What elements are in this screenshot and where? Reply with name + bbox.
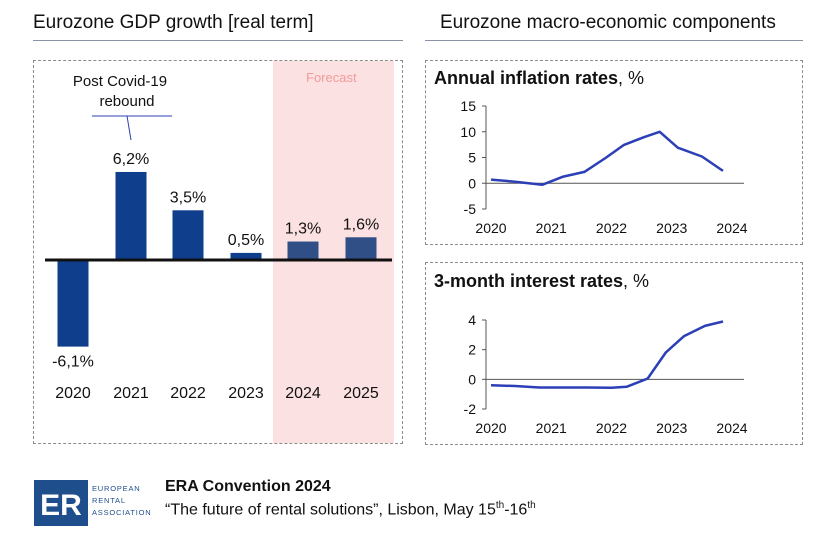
era-logo: ER xyxy=(34,480,88,526)
interest-title-main: 3-month interest rates xyxy=(434,271,624,291)
annotation-line2: rebound xyxy=(99,93,154,110)
inflation-title-main: Annual inflation rates xyxy=(434,68,619,88)
inflation-x-tick-label: 2020 xyxy=(475,220,506,236)
inflation-title: Annual inflation rates, % xyxy=(434,68,644,89)
interest-chart-frame xyxy=(425,262,803,445)
gdp-data-label-2022: 3,5% xyxy=(170,189,206,206)
inflation-y-tick-label: 0 xyxy=(468,175,476,191)
annotation-line1: Post Covid-19 xyxy=(73,73,167,90)
gdp-data-label-2025: 1,6% xyxy=(343,216,379,233)
gdp-section-title: Eurozone GDP growth [real term] xyxy=(33,12,314,33)
interest-title: 3-month interest rates, % xyxy=(434,271,649,292)
logo-word-3: ASSOCIATION xyxy=(92,508,152,517)
interest-x-tick-label: 2021 xyxy=(536,420,567,436)
gdp-category-label-2024: 2024 xyxy=(285,385,321,402)
gdp-data-label-2023: 0,5% xyxy=(228,232,264,249)
inflation-x-tick-label: 2024 xyxy=(716,220,747,236)
gdp-category-label-2022: 2022 xyxy=(170,385,206,402)
interest-x-tick-label: 2022 xyxy=(596,420,627,436)
inflation-x-tick-label: 2022 xyxy=(596,220,627,236)
gdp-data-label-2020: -6,1% xyxy=(52,354,94,371)
gdp-bar-2020 xyxy=(57,260,89,347)
inflation-y-tick-label: 15 xyxy=(460,98,476,114)
inflation-title-unit: , % xyxy=(618,68,645,88)
gdp-category-label-2023: 2023 xyxy=(228,385,264,402)
gdp-chart-frame xyxy=(33,60,403,444)
logo-word-2: RENTAL xyxy=(92,496,126,505)
logo-words: EUROPEAN RENTAL ASSOCIATION xyxy=(92,483,152,519)
gdp-bar-2021 xyxy=(115,171,147,260)
gdp-bar-2025 xyxy=(345,237,377,260)
footer-subtitle-main: “The future of rental solutions”, Lisbon… xyxy=(165,501,496,519)
logo-word-1: EUROPEAN xyxy=(92,484,141,493)
interest-x-tick-label: 2023 xyxy=(656,420,687,436)
inflation-y-tick-label: 10 xyxy=(460,124,476,140)
interest-x-tick-label: 2020 xyxy=(475,420,506,436)
macro-section-title: Eurozone macro-economic components xyxy=(440,12,776,33)
footer-title: ERA Convention 2024 xyxy=(165,478,331,495)
interest-x-tick-label: 2024 xyxy=(716,420,747,436)
inflation-x-tick-label: 2023 xyxy=(656,220,687,236)
gdp-category-label-2025: 2025 xyxy=(343,385,379,402)
interest-y-tick-label: 4 xyxy=(468,312,476,328)
interest-title-unit: , % xyxy=(623,271,650,291)
gdp-data-label-2021: 6,2% xyxy=(113,151,149,168)
gdp-title-rule xyxy=(33,40,403,41)
footer-sup-1: th xyxy=(495,500,505,511)
inflation-y-tick-label: 5 xyxy=(468,150,476,166)
macro-title-rule xyxy=(425,40,803,41)
inflation-chart-frame xyxy=(425,60,803,245)
gdp-bar-2022 xyxy=(172,210,204,260)
interest-y-tick-label: 0 xyxy=(468,371,476,387)
footer-subtitle-mid: -16 xyxy=(504,501,528,519)
gdp-category-label-2021: 2021 xyxy=(113,385,149,402)
forecast-label: Forecast xyxy=(306,70,357,85)
logo-letters: ER xyxy=(40,489,82,522)
gdp-data-label-2024: 1,3% xyxy=(285,221,321,238)
inflation-x-tick-label: 2021 xyxy=(536,220,567,236)
interest-series-line xyxy=(490,320,724,390)
gdp-bar-2024 xyxy=(287,241,319,260)
inflation-series-line xyxy=(490,130,724,187)
annotation-pointer xyxy=(126,115,132,141)
gdp-category-label-2020: 2020 xyxy=(55,385,91,402)
inflation-y-tick-label: -5 xyxy=(464,201,477,217)
footer-sup-2: th xyxy=(527,500,536,511)
interest-y-tick-label: 2 xyxy=(468,342,476,358)
interest-y-tick-label: -2 xyxy=(464,401,477,417)
gdp-bar-2023 xyxy=(230,252,262,260)
footer-subtitle: “The future of rental solutions”, Lisbon… xyxy=(165,500,536,519)
